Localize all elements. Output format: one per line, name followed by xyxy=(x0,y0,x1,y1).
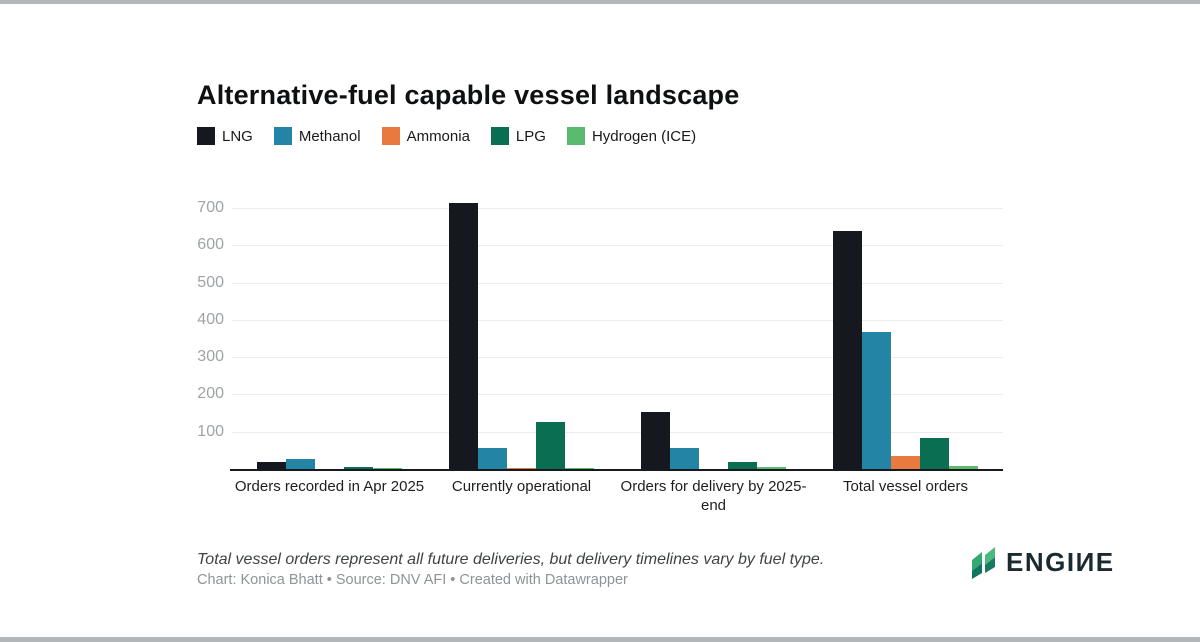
legend-swatch-icon xyxy=(566,127,585,145)
legend-label: Hydrogen (ICE) xyxy=(591,127,697,145)
gridline-y-100 xyxy=(232,431,1003,433)
bar-hydrogen-ice-4[interactable] xyxy=(949,466,978,469)
y-axis-label-600: 600 xyxy=(197,236,224,254)
bar-lpg-1[interactable] xyxy=(344,467,373,469)
bar-lng-3[interactable] xyxy=(641,412,670,469)
legend-swatch-icon xyxy=(490,127,509,145)
y-axis-label-200: 200 xyxy=(197,385,224,403)
chart-credits: Chart: Konica Bhatt • Source: DNV AFI • … xyxy=(197,572,628,588)
legend-label: LNG xyxy=(222,127,253,145)
chart-legend: LNG Methanol Ammonia LPG Hydrogen (ICE) xyxy=(197,127,696,145)
bar-methanol-3[interactable] xyxy=(670,448,699,469)
gridline-y-600 xyxy=(232,245,1003,247)
legend-swatch-icon xyxy=(197,127,215,145)
bar-group-1 xyxy=(257,198,402,469)
bar-group-3 xyxy=(641,198,786,469)
x-axis-baseline xyxy=(230,469,1003,471)
x-axis-label-2: Currently operational xyxy=(451,478,592,495)
bar-hydrogen-ice-2[interactable] xyxy=(565,468,594,469)
legend-swatch-icon xyxy=(381,127,400,145)
legend-item-lpg: LPG xyxy=(490,127,546,145)
bar-group-4 xyxy=(833,198,978,469)
legend-item-ammonia: Ammonia xyxy=(381,127,470,145)
bar-ammonia-4[interactable] xyxy=(891,456,920,469)
bar-lng-1[interactable] xyxy=(257,462,286,469)
y-axis-label-300: 300 xyxy=(197,348,224,366)
legend-item-hydrogen-ice: Hydrogen (ICE) xyxy=(566,127,697,145)
bar-methanol-2[interactable] xyxy=(478,448,507,469)
y-axis-label-700: 700 xyxy=(197,199,224,216)
legend-swatch-icon xyxy=(273,127,292,145)
x-axis-label-4: Total vessel orders xyxy=(842,478,969,495)
top-border-strip xyxy=(0,0,1200,4)
chart-title: Alternative-fuel capable vessel landscap… xyxy=(197,80,740,110)
x-axis-label-1: Orders recorded in Apr 2025 xyxy=(234,478,425,495)
gridline-y-200 xyxy=(232,394,1003,396)
legend-item-methanol: Methanol xyxy=(273,127,361,145)
y-axis-label-100: 100 xyxy=(197,422,224,440)
bar-methanol-4[interactable] xyxy=(862,332,891,469)
engine-leaf-icon xyxy=(972,547,995,579)
legend-label: LPG xyxy=(515,127,546,145)
bar-lpg-2[interactable] xyxy=(536,422,565,469)
bottom-border-strip xyxy=(0,637,1200,642)
bar-methanol-1[interactable] xyxy=(286,459,315,469)
bar-hydrogen-ice-3[interactable] xyxy=(757,467,786,469)
engine-wordmark: ENGIИE xyxy=(1006,547,1115,577)
bar-hydrogen-ice-1[interactable] xyxy=(373,468,402,469)
legend-item-lng: LNG xyxy=(197,127,253,145)
chart-footnote: Total vessel orders represent all future… xyxy=(197,551,825,568)
gridline-y-700 xyxy=(232,208,1003,209)
gridline-y-300 xyxy=(232,357,1003,359)
engine-logo: ENGIИE xyxy=(970,546,1115,579)
bar-group-2 xyxy=(449,198,594,469)
gridline-y-500 xyxy=(232,282,1003,284)
bar-lpg-4[interactable] xyxy=(920,438,949,469)
x-axis-label-3: Orders for delivery by 2025-end xyxy=(620,478,807,514)
bar-lng-4[interactable] xyxy=(833,231,862,469)
legend-label: Methanol xyxy=(298,127,361,145)
gridline-y-400 xyxy=(232,319,1003,321)
bar-lpg-3[interactable] xyxy=(728,462,757,469)
y-axis-label-500: 500 xyxy=(197,273,224,291)
bar-ammonia-2[interactable] xyxy=(507,468,536,469)
bar-lng-2[interactable] xyxy=(449,203,478,469)
legend-label: Ammonia xyxy=(406,127,470,145)
y-axis-label-400: 400 xyxy=(197,310,224,328)
